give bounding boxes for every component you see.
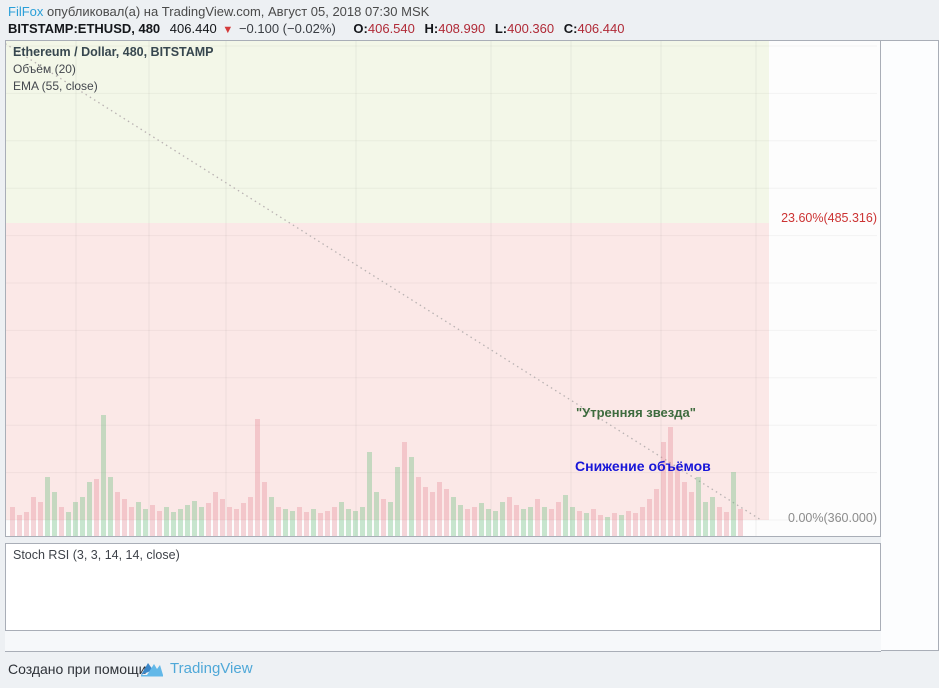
chart-title-legend[interactable]: Ethereum / Dollar, 480, BITSTAMP [13,45,214,59]
time-axis[interactable] [5,631,881,652]
high-label: H: [424,21,439,36]
down-triangle-icon: ▼ [222,24,234,36]
publish-text: опубликовал(а) на TradingView.com, Авгус… [47,4,430,19]
tradingview-logo-icon[interactable] [140,660,164,678]
close-label: C: [563,21,578,36]
low-value: 400.360 [507,21,555,36]
candlestick-chart[interactable] [6,41,880,536]
symbol-name[interactable]: BITSTAMP:ETHUSD, 480 [8,21,161,36]
price-chart-pane[interactable]: Ethereum / Dollar, 480, BITSTAMP Объём (… [5,40,881,537]
stoch-rsi-pane[interactable]: Stoch RSI (3, 3, 14, 14, close) [5,543,881,631]
tradingview-brand-link[interactable]: TradingView [170,660,253,677]
high-value: 408.990 [438,21,486,36]
volume-indicator-legend[interactable]: Объём (20) [13,62,76,76]
fib-236-label: 23.60%(485.316) [781,211,877,225]
price-change: −0.100 (−0.02%) [238,21,336,36]
created-with-text: Создано при помощи [8,661,147,677]
morning-star-annotation: "Утренняя звезда" [576,405,696,420]
price-axis[interactable] [881,40,939,651]
volume-decline-annotation: Снижение объёмов [575,458,711,474]
footer: Создано при помощи TradingView [0,652,939,688]
publish-line: FilFox опубликовал(а) на TradingView.com… [8,4,429,19]
close-value: 406.440 [577,21,625,36]
open-value: 406.540 [367,21,415,36]
low-label: L: [494,21,508,36]
stoch-rsi-legend[interactable]: Stoch RSI (3, 3, 14, 14, close) [13,548,180,562]
open-label: O: [353,21,368,36]
fib-0-label: 0.00%(360.000) [788,511,877,525]
symbol-line: BITSTAMP:ETHUSD, 480 406.440 ▼ −0.100 (−… [8,21,624,36]
author-link[interactable]: FilFox [8,4,44,19]
ema-indicator-legend[interactable]: EMA (55, close) [13,79,98,93]
last-price: 406.440 [169,21,217,36]
